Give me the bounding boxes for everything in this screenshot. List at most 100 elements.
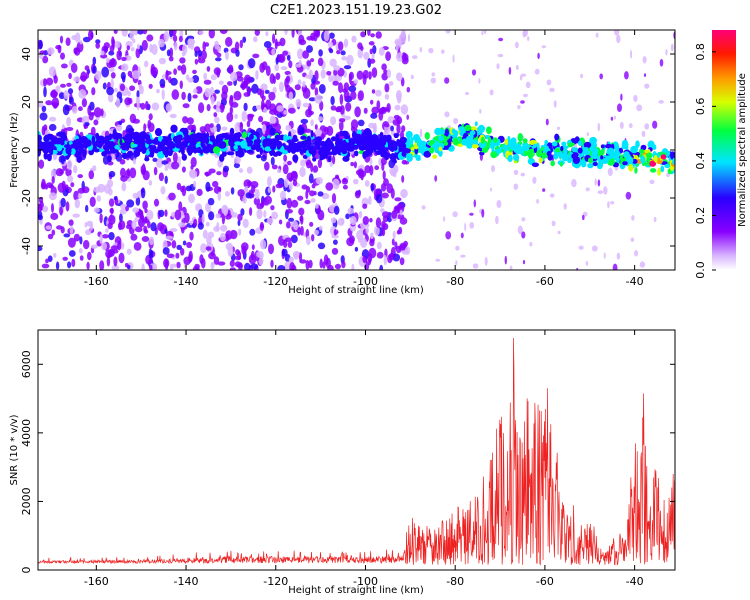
noise-speckle <box>84 65 90 71</box>
noise-speckle <box>392 119 401 126</box>
noise-speckle <box>384 123 390 128</box>
noise-speckle <box>341 178 349 185</box>
noise-speckle <box>314 124 318 130</box>
noise-speckle <box>265 99 272 110</box>
noise-speckle <box>50 212 59 220</box>
noise-speckle <box>542 188 546 192</box>
ridge-blob <box>240 140 248 149</box>
noise-speckle <box>340 50 346 56</box>
noise-speckle <box>331 247 339 255</box>
noise-speckle <box>181 185 187 197</box>
noise-speckle <box>614 30 620 36</box>
noise-speckle <box>513 169 519 175</box>
noise-speckle <box>186 117 194 125</box>
noise-speckle <box>196 188 203 196</box>
ridge-blob <box>424 132 430 140</box>
noise-speckle <box>65 37 71 46</box>
noise-speckle <box>62 104 70 116</box>
noise-speckle <box>354 246 359 252</box>
noise-speckle <box>335 174 339 179</box>
noise-speckle <box>336 50 341 55</box>
noise-speckle <box>217 191 222 201</box>
noise-speckle <box>311 183 316 189</box>
noise-speckle <box>364 180 370 187</box>
noise-speckle <box>237 250 242 260</box>
ridge-blob <box>649 160 657 167</box>
noise-speckle <box>288 182 293 191</box>
noise-speckle <box>148 122 155 133</box>
ridge-blob <box>390 155 397 163</box>
ridge-blob <box>653 155 658 163</box>
noise-speckle <box>90 244 98 249</box>
noise-speckle <box>362 255 367 264</box>
noise-speckle <box>290 234 298 244</box>
noise-speckle <box>410 74 414 80</box>
noise-speckle <box>360 237 368 248</box>
noise-speckle <box>345 102 352 112</box>
noise-speckle <box>111 265 120 270</box>
ridge-blob <box>287 135 292 141</box>
ridge-blob <box>136 146 140 150</box>
noise-speckle <box>357 42 363 50</box>
noise-speckle <box>283 178 289 188</box>
noise-speckle <box>88 170 95 180</box>
noise-speckle <box>271 164 278 170</box>
noise-speckle <box>342 184 348 190</box>
noise-speckle <box>371 89 376 94</box>
ridge-blob <box>241 131 248 139</box>
noise-speckle <box>87 251 92 261</box>
noise-speckle <box>120 203 127 210</box>
noise-speckle <box>238 168 244 173</box>
noise-speckle <box>306 60 312 67</box>
ridge-blob <box>230 136 236 146</box>
noise-speckle <box>132 192 139 199</box>
noise-speckle <box>213 256 220 265</box>
noise-speckle <box>246 166 253 174</box>
y-tick-label: 0 <box>20 567 33 574</box>
noise-speckle <box>357 119 365 127</box>
noise-speckle <box>381 220 386 230</box>
noise-speckle <box>105 228 109 233</box>
noise-speckle <box>549 87 555 93</box>
noise-speckle <box>302 50 309 59</box>
ridge-blob <box>145 149 151 156</box>
noise-speckle <box>200 50 207 60</box>
noise-speckle <box>81 98 87 108</box>
noise-speckle <box>144 100 149 110</box>
noise-speckle <box>513 183 519 190</box>
noise-speckle <box>150 63 155 75</box>
noise-speckle <box>83 239 90 250</box>
noise-speckle <box>612 263 618 270</box>
y-tick-label: 0 <box>20 147 33 154</box>
ridge-blob <box>306 135 312 145</box>
ridge-blob <box>176 134 183 140</box>
noise-speckle <box>496 200 502 208</box>
ridge-blob <box>371 141 376 151</box>
noise-speckle <box>350 119 359 130</box>
noise-speckle <box>258 115 264 123</box>
ridge-blob <box>540 147 544 152</box>
noise-speckle <box>472 263 479 269</box>
noise-speckle <box>237 189 245 197</box>
noise-speckle <box>62 256 68 261</box>
noise-speckle <box>370 183 374 192</box>
noise-speckle <box>73 233 80 242</box>
ridge-blob <box>544 139 549 145</box>
ridge-blob <box>189 135 193 140</box>
noise-speckle <box>374 165 380 171</box>
noise-speckle <box>382 107 390 112</box>
ridge-blob <box>46 153 52 162</box>
y-tick-label: 20 <box>20 95 33 109</box>
noise-speckle <box>197 49 202 57</box>
ridge-blob <box>70 148 76 155</box>
noise-speckle <box>330 105 337 111</box>
noise-speckle <box>300 225 304 236</box>
ridge-blob <box>660 165 665 173</box>
noise-speckle <box>189 220 193 226</box>
noise-speckle <box>508 67 512 75</box>
noise-speckle <box>277 168 281 174</box>
noise-speckle <box>286 209 293 214</box>
colorbar-gradient <box>712 30 736 270</box>
noise-speckle <box>634 250 639 257</box>
ridge-blob <box>493 137 498 144</box>
